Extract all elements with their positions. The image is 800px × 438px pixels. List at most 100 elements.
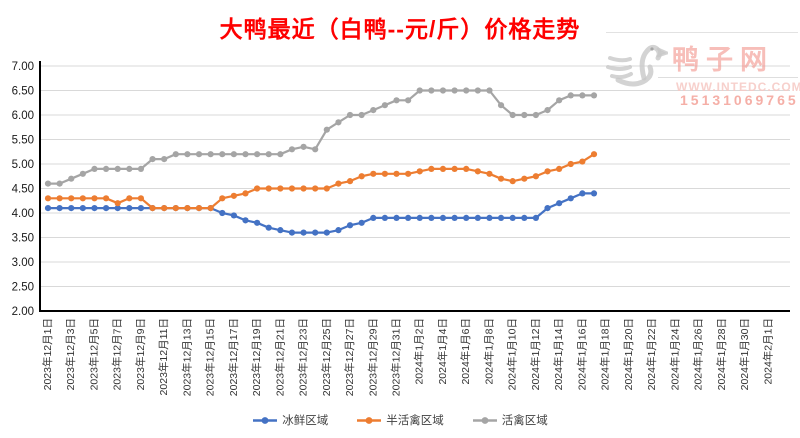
data-point [521,175,528,182]
data-point [288,185,296,192]
data-point [463,214,470,221]
data-point [91,165,98,172]
data-point [300,143,307,150]
y-tick-label: 2.00 [12,306,34,318]
data-point [590,151,598,158]
y-tick-label: 4.00 [12,208,34,220]
data-point [56,195,63,202]
data-point [358,173,365,180]
chart-title: 大鸭最近（白鸭--元/斤）价格走势 [219,16,581,42]
data-point [126,205,133,212]
x-tick-label: 2024年1月6日 [459,318,472,385]
y-tick-label: 4.50 [12,184,34,196]
data-point [102,195,110,202]
data-point [230,212,237,219]
data-point [288,229,296,236]
data-point [207,205,214,212]
data-point [544,205,551,212]
legend-label: 冰鲜区域 [282,415,329,427]
data-point [567,160,574,168]
data-point [497,102,505,109]
data-point [579,158,586,165]
data-point [335,119,342,126]
data-point [300,229,307,236]
data-point [242,217,249,224]
y-tick-label: 6.00 [12,110,34,122]
data-point [358,111,365,119]
x-tick-label: 2023年12月27日 [343,318,356,396]
data-point [509,111,516,119]
x-tick-label: 2023年12月13日 [180,318,193,396]
x-tick-label: 2024年1月12日 [529,318,542,390]
data-point [277,185,284,192]
data-point [428,214,435,221]
data-point [44,195,52,202]
x-tick-label: 2023年12月11日 [157,318,170,395]
data-point [428,165,435,172]
data-point [207,151,214,158]
x-tick-label: 2023年12月9日 [134,318,147,390]
legend-item-0: 冰鲜区域 [252,412,328,428]
data-point [312,185,319,192]
data-point [532,214,540,221]
y-tick-label: 2.50 [12,282,34,294]
data-point [544,168,551,175]
data-point [312,146,319,153]
y-tick-label: 3.00 [12,257,34,269]
data-point [126,165,133,172]
data-point [102,205,110,212]
data-point [509,214,516,221]
data-point [335,180,342,187]
data-point [405,170,412,177]
data-point [486,87,493,94]
data-point [416,168,423,175]
data-point [381,102,388,109]
x-tick-label: 2023年12月15日 [204,318,217,396]
data-point [323,229,330,236]
data-point [230,151,237,158]
data-point [590,92,598,99]
data-point [405,97,412,104]
data-point [68,205,75,212]
legend-item-1: 半活禽区域 [356,412,444,428]
y-tick-label: 3.50 [12,233,34,245]
data-point [370,107,377,114]
data-point [346,111,354,119]
x-tick-label: 2024年2月1日 [761,318,774,385]
x-tick-label: 2023年12月1日 [41,318,54,390]
data-point [463,165,470,172]
x-tick-label: 2024年1月18日 [599,318,612,390]
data-point [68,195,75,202]
data-point [195,151,203,158]
data-point [277,151,284,158]
data-point [184,151,191,158]
data-point [567,92,574,99]
data-point [381,214,388,221]
x-tick-label: 2024年1月20日 [622,318,635,390]
y-tick-label: 5.00 [12,159,34,171]
data-point [497,214,505,221]
data-point [254,151,261,158]
x-tick-label: 2024年1月14日 [552,318,565,390]
x-tick-label: 2024年1月16日 [575,318,588,390]
x-tick-label: 2023年12月25日 [320,318,333,396]
data-point [219,195,226,202]
data-point [91,205,98,212]
data-point [474,168,481,175]
data-point [590,190,598,197]
y-tick-label: 6.50 [12,86,34,98]
data-point [56,205,63,212]
data-point [254,185,261,192]
data-point [486,170,493,177]
data-point [416,87,423,94]
x-tick-label: 2023年12月21日 [273,318,286,396]
data-point [451,87,458,94]
data-point [242,190,249,197]
data-point [149,205,156,212]
data-point [137,195,145,202]
data-point [521,111,528,119]
y-tick-label: 5.50 [12,135,34,147]
x-tick-label: 2023年12月31日 [390,318,403,396]
